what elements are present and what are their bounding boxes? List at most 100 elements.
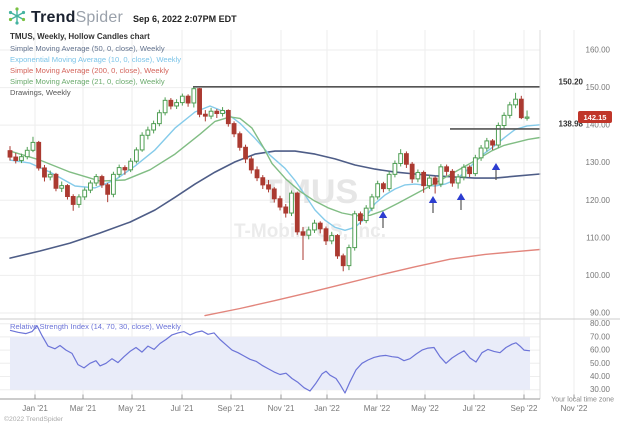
time-tick-label: Sep '21 [218, 404, 245, 413]
candle [461, 166, 467, 178]
legend-item-drawings[interactable]: Drawings, Weekly [10, 88, 71, 97]
candle [202, 113, 208, 117]
legend-symbol-title: TMUS, Weekly, Hollow Candles chart [10, 32, 150, 41]
candle [426, 177, 432, 187]
candle [484, 140, 490, 149]
candle [13, 156, 19, 161]
drawing-lines[interactable]: 150.20 138.98 [193, 77, 584, 130]
price-axis: 160.00 150.00 140.00 130.00 120.00 110.00 100.… [586, 46, 611, 395]
time-tick-label: Jan '21 [22, 404, 48, 413]
rsi-tick-label: 60.00 [590, 346, 611, 355]
candle [277, 198, 283, 208]
candle [82, 189, 88, 198]
candle [42, 167, 47, 178]
candle [266, 184, 271, 190]
candle [156, 112, 162, 125]
candle [369, 196, 375, 209]
candle [111, 173, 116, 195]
arrow-drawings[interactable] [378, 163, 501, 228]
candle [59, 185, 65, 189]
time-tick-label: Jul '21 [171, 404, 194, 413]
candle [19, 156, 24, 161]
rsi-tick-label: 80.00 [590, 319, 611, 328]
rsi-tick-label: 70.00 [590, 332, 611, 341]
candle [438, 166, 444, 185]
trendspider-logo-text: TrendSpider [31, 9, 124, 26]
candle [179, 95, 185, 104]
candle [220, 109, 225, 114]
candle [93, 176, 99, 184]
candle [271, 188, 277, 200]
time-tick-label: Sep '22 [511, 404, 538, 413]
candle [518, 98, 524, 119]
candle [381, 183, 386, 190]
chart-legend: TMUS, Weekly, Hollow Candles chart Simpl… [10, 31, 181, 98]
price-tick-label: 90.00 [590, 308, 611, 317]
legend-item-ema10[interactable]: Exponential Moving Average (10, 0, close… [10, 55, 182, 64]
candle [145, 129, 151, 136]
candle [501, 114, 507, 127]
price-tick-label: 150.00 [586, 83, 611, 92]
rsi-tick-label: 40.00 [590, 372, 611, 381]
candle [53, 173, 59, 189]
up-arrow-icon [491, 163, 501, 170]
candle [375, 183, 381, 198]
candle [415, 171, 421, 180]
candle [47, 173, 53, 178]
candle [122, 167, 128, 171]
candle [76, 196, 82, 205]
timezone-note: Your local time zone [551, 397, 614, 404]
candle [467, 166, 473, 175]
candle [231, 123, 237, 135]
candle [524, 116, 530, 119]
candle [335, 235, 340, 257]
candle [513, 98, 518, 106]
candle [507, 104, 513, 116]
candle [472, 157, 478, 175]
candle [323, 228, 329, 242]
rsi-line [9, 325, 531, 394]
candle [346, 247, 352, 267]
candle [260, 177, 266, 186]
up-arrow-icon [378, 211, 388, 218]
candle [340, 255, 346, 267]
sma50-line [9, 150, 541, 259]
candle [237, 133, 243, 148]
price-tick-label: 110.00 [586, 233, 610, 242]
time-tick-label: Nov '22 [561, 404, 588, 413]
candle [289, 192, 294, 214]
legend-item-sma200[interactable]: Simple Moving Average (200, 0, close), W… [10, 66, 169, 75]
candle [455, 176, 461, 184]
legend-item-sma21[interactable]: Simple Moving Average (21, 0, close), We… [10, 77, 165, 86]
candle [329, 235, 335, 242]
last-price-value: 142.15 [584, 113, 607, 122]
candle [151, 123, 157, 131]
price-tick-label: 100.00 [586, 271, 611, 280]
sma200-line [204, 248, 541, 317]
candle [449, 170, 455, 184]
candle [421, 171, 427, 187]
drawing-price-label: 138.98 [559, 119, 584, 128]
candlestick-series[interactable] [7, 86, 530, 272]
time-tick-label: Jan '22 [314, 404, 340, 413]
candle [404, 153, 409, 165]
copyright-note: ©2022 TrendSpider [4, 415, 64, 423]
time-tick-label: Mar '22 [364, 404, 391, 413]
price-tick-label: 160.00 [586, 46, 611, 55]
candle [248, 158, 254, 171]
candle [185, 95, 191, 104]
candle [392, 162, 398, 175]
candle [24, 149, 30, 158]
header: TrendSpider Sep 6, 2022 2:07PM EDT [8, 6, 237, 30]
candle [174, 102, 180, 107]
candle [386, 173, 392, 190]
rsi-band [10, 336, 530, 390]
candle [88, 182, 93, 191]
legend-item-sma50[interactable]: Simple Moving Average (50, 0, close), We… [10, 44, 165, 53]
time-tick-label: Mar '21 [70, 404, 97, 413]
candle [300, 231, 306, 236]
candle [490, 140, 495, 146]
candle [208, 110, 214, 117]
